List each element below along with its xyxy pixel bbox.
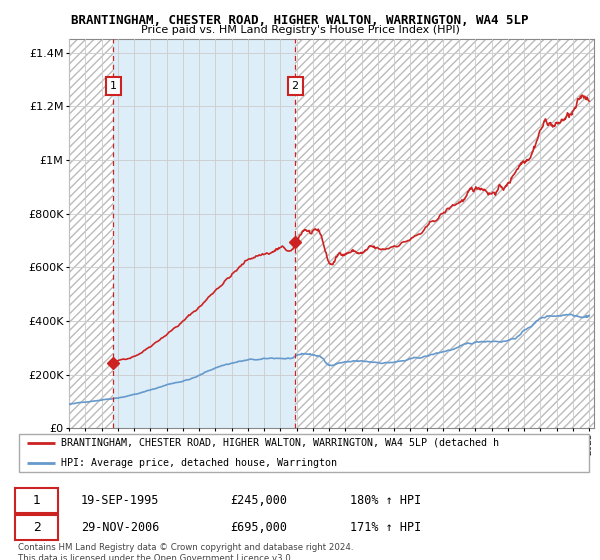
Text: 1: 1 <box>32 494 41 507</box>
Text: HPI: Average price, detached house, Warrington: HPI: Average price, detached house, Warr… <box>61 458 337 468</box>
Bar <box>113 39 295 428</box>
Text: 171% ↑ HPI: 171% ↑ HPI <box>350 521 422 534</box>
FancyBboxPatch shape <box>15 488 58 514</box>
Bar <box>295 39 594 428</box>
FancyBboxPatch shape <box>15 515 58 540</box>
Text: Price paid vs. HM Land Registry's House Price Index (HPI): Price paid vs. HM Land Registry's House … <box>140 25 460 35</box>
Text: 1: 1 <box>110 81 117 91</box>
Text: BRANTINGHAM, CHESTER ROAD, HIGHER WALTON, WARRINGTON, WA4 5LP (detached h: BRANTINGHAM, CHESTER ROAD, HIGHER WALTON… <box>61 438 499 448</box>
Text: 29-NOV-2006: 29-NOV-2006 <box>81 521 160 534</box>
Text: 19-SEP-1995: 19-SEP-1995 <box>81 494 160 507</box>
Text: 2: 2 <box>32 521 41 534</box>
Bar <box>69 39 113 428</box>
FancyBboxPatch shape <box>19 433 589 473</box>
Text: £245,000: £245,000 <box>230 494 287 507</box>
Text: 2: 2 <box>292 81 299 91</box>
Text: 180% ↑ HPI: 180% ↑ HPI <box>350 494 422 507</box>
Text: BRANTINGHAM, CHESTER ROAD, HIGHER WALTON, WARRINGTON, WA4 5LP: BRANTINGHAM, CHESTER ROAD, HIGHER WALTON… <box>71 14 529 27</box>
Text: Contains HM Land Registry data © Crown copyright and database right 2024.
This d: Contains HM Land Registry data © Crown c… <box>18 543 353 560</box>
Text: £695,000: £695,000 <box>230 521 287 534</box>
